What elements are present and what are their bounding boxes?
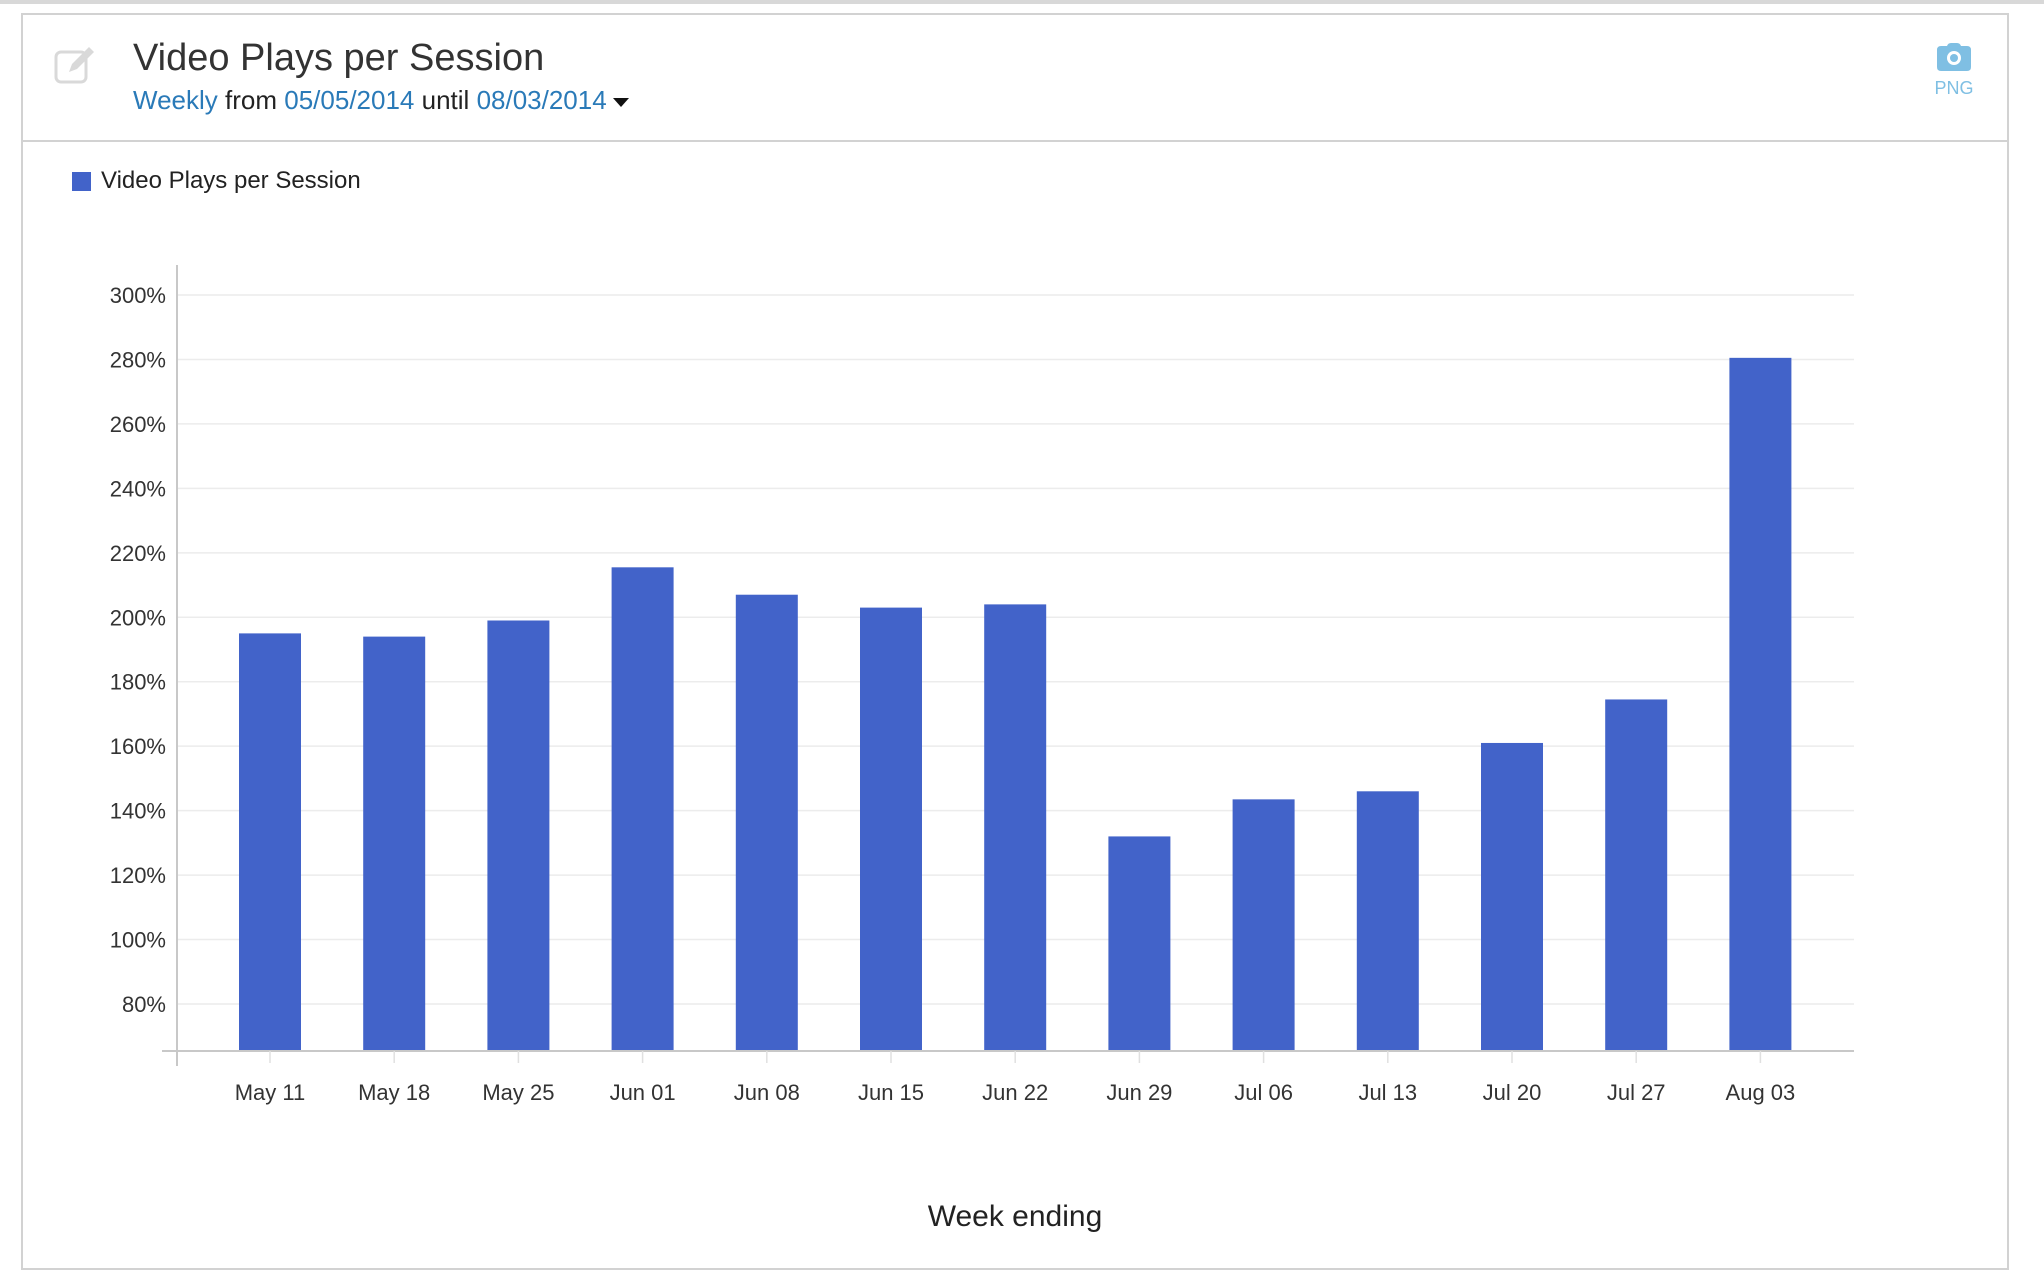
y-tick-label: 160%: [110, 734, 166, 759]
x-tick-label: Jul 06: [1234, 1080, 1293, 1105]
y-tick-label: 80%: [122, 992, 166, 1017]
x-tick-label: Aug 03: [1726, 1080, 1796, 1105]
chart-card: Video Plays per Session Weekly from 05/0…: [21, 13, 2009, 1270]
bar[interactable]: [487, 620, 550, 1051]
x-tick-label: May 18: [358, 1080, 430, 1105]
chart-title: Video Plays per Session: [133, 37, 545, 79]
bar[interactable]: [984, 604, 1047, 1051]
export-png-button[interactable]: PNG: [1929, 43, 1979, 99]
y-tick-label: 300%: [110, 283, 166, 308]
bar[interactable]: [1232, 799, 1295, 1051]
x-tick-label: Jun 29: [1106, 1080, 1172, 1105]
from-label: from: [225, 85, 278, 115]
bar[interactable]: [860, 607, 922, 1051]
top-border: [0, 0, 2044, 4]
bar[interactable]: [611, 567, 674, 1051]
start-date-link[interactable]: 05/05/2014: [284, 85, 415, 115]
date-range: Weekly from 05/05/2014 until 08/03/2014: [133, 85, 629, 116]
y-tick-label: 280%: [110, 347, 166, 372]
y-tick-label: 260%: [110, 412, 166, 437]
x-tick-label: May 11: [235, 1080, 306, 1105]
x-tick-label: Jun 22: [982, 1080, 1048, 1105]
edit-icon[interactable]: [53, 43, 97, 87]
x-tick-label: Jul 20: [1483, 1080, 1542, 1105]
x-tick-label: Jun 08: [734, 1080, 800, 1105]
x-tick-label: Jul 27: [1607, 1080, 1666, 1105]
x-tick-label: Jun 01: [610, 1080, 676, 1105]
bar[interactable]: [363, 636, 426, 1051]
y-tick-label: 120%: [110, 863, 166, 888]
y-tick-label: 240%: [110, 476, 166, 501]
x-tick-label: Jun 15: [858, 1080, 924, 1105]
y-tick-label: 140%: [110, 799, 166, 824]
camera-icon: [1937, 43, 1971, 71]
y-tick-label: 100%: [110, 928, 166, 953]
chart-header: Video Plays per Session Weekly from 05/0…: [23, 15, 2007, 142]
x-tick-label: Jul 13: [1358, 1080, 1417, 1105]
until-label: until: [421, 85, 470, 115]
legend-label: Video Plays per Session: [101, 167, 361, 194]
legend-swatch: [72, 171, 91, 191]
frequency-link[interactable]: Weekly: [133, 85, 218, 115]
y-tick-label: 180%: [110, 670, 166, 695]
x-axis-title: Week ending: [928, 1200, 1103, 1233]
legend-item[interactable]: Video Plays per Session: [72, 167, 361, 195]
export-png-label: PNG: [1934, 78, 1974, 98]
bar[interactable]: [1729, 357, 1792, 1052]
end-date-link[interactable]: 08/03/2014: [476, 85, 607, 115]
y-tick-label: 200%: [110, 605, 166, 630]
bar[interactable]: [1108, 836, 1171, 1051]
x-tick-label: May 25: [482, 1080, 554, 1105]
bar[interactable]: [239, 633, 301, 1051]
bar[interactable]: [1481, 742, 1543, 1051]
bar[interactable]: [1605, 699, 1668, 1051]
bar[interactable]: [1356, 791, 1419, 1051]
caret-down-icon[interactable]: [612, 97, 629, 107]
bar[interactable]: [735, 594, 798, 1051]
y-tick-label: 220%: [110, 541, 166, 566]
